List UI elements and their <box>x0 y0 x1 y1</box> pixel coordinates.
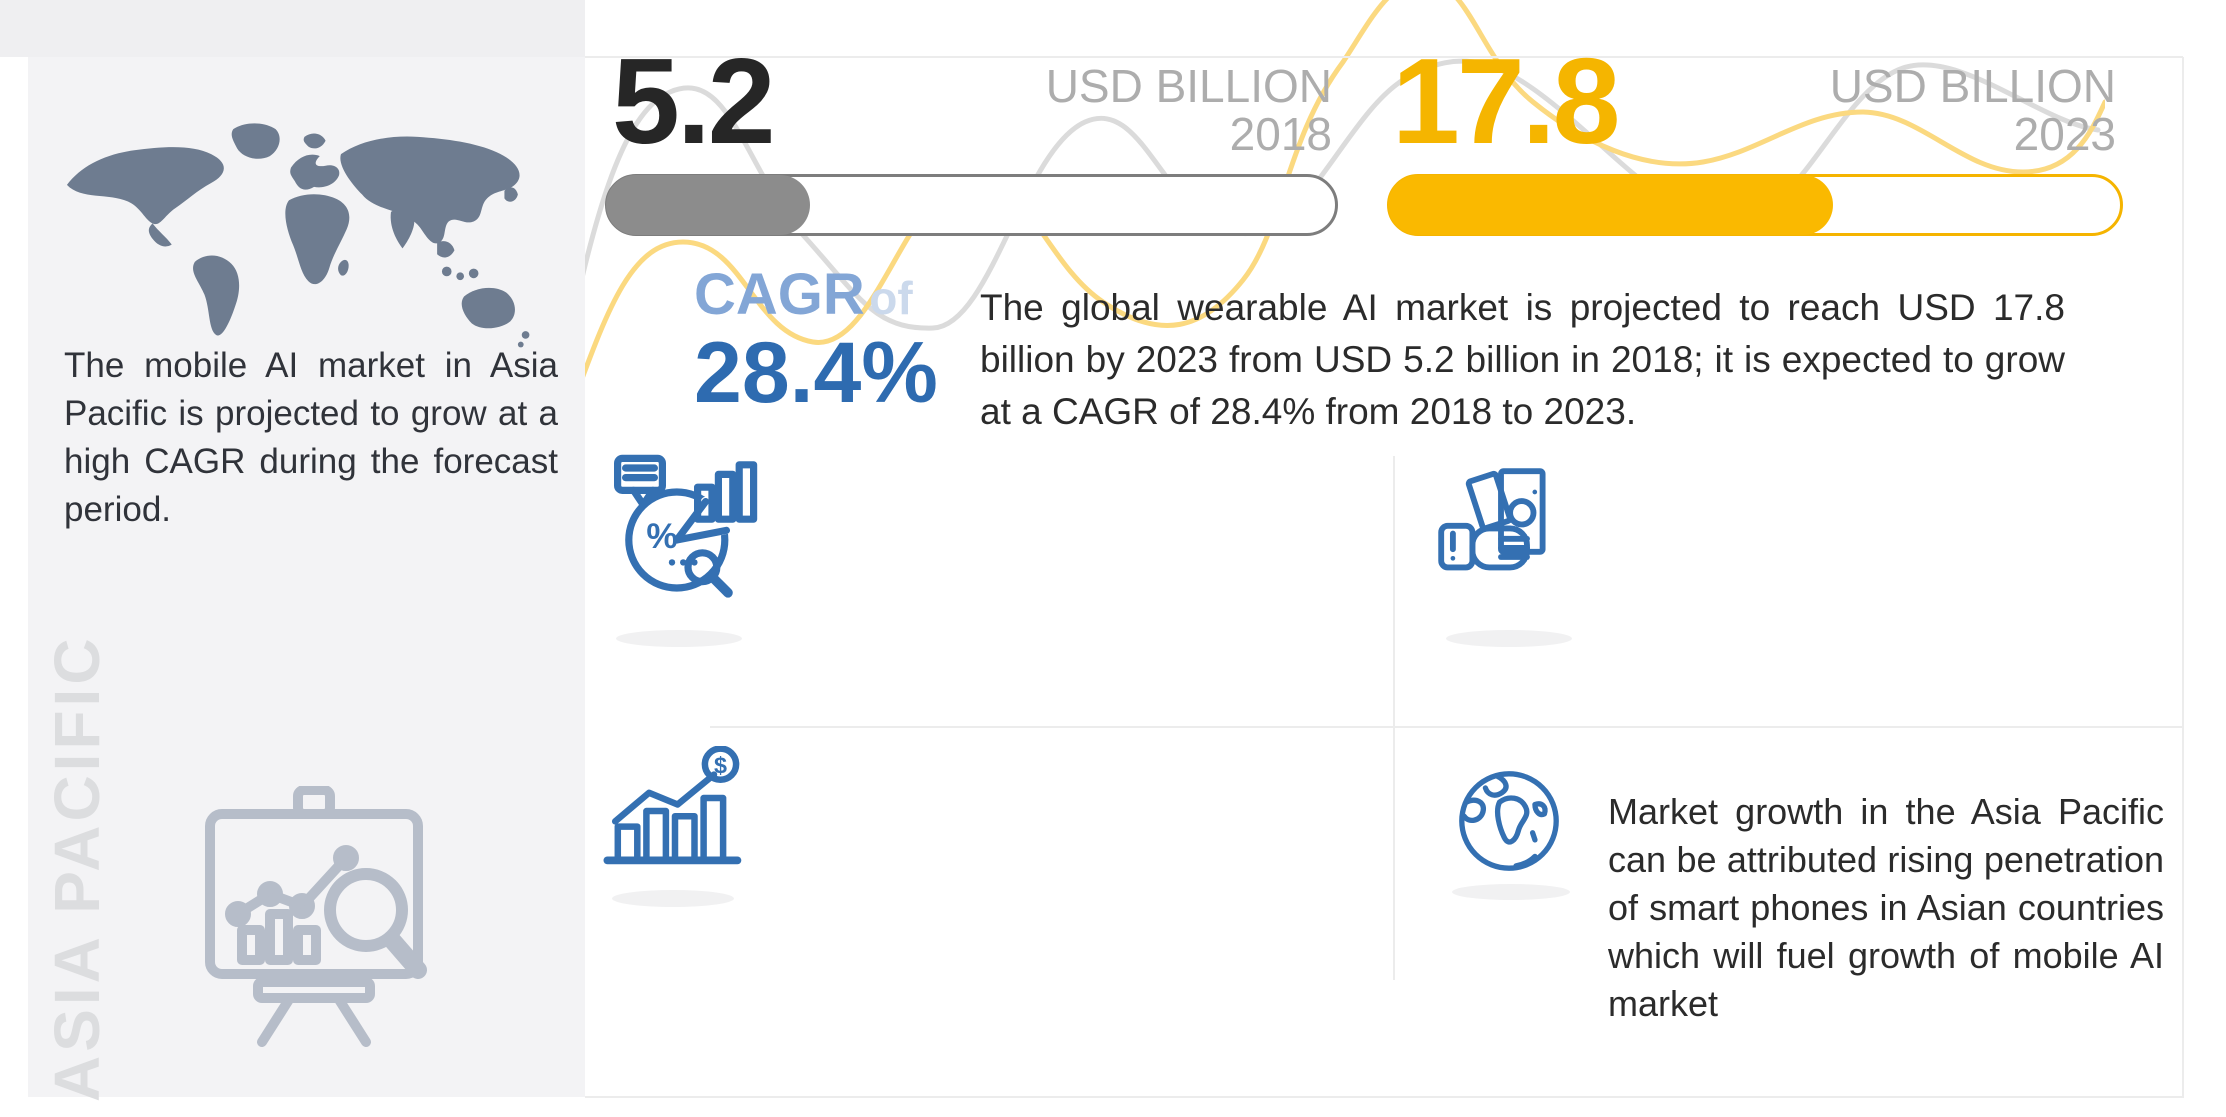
quadrant-divider-vertical <box>1393 456 1395 980</box>
globe-icon-shadow <box>1452 884 1570 900</box>
cagr-label: CAGR <box>694 262 865 327</box>
india <box>390 208 415 249</box>
percent-glyph: % <box>646 517 677 556</box>
mexico <box>148 223 172 247</box>
banknote-coin <box>1507 498 1537 528</box>
growth-bar-3 <box>671 812 698 864</box>
speech-bubble-tail <box>630 486 657 509</box>
banknote-back <box>1465 470 1513 532</box>
madagascar <box>338 259 349 276</box>
mini-bar-1 <box>694 483 716 523</box>
globe-land-africa <box>1494 795 1530 845</box>
stat-2018-progress-fill <box>606 175 810 235</box>
new-zealand-2 <box>517 341 524 348</box>
north-america <box>66 147 224 225</box>
market-summary-text: The global wearable AI market is project… <box>980 287 2065 432</box>
cagr-value: 28.4% <box>694 325 938 421</box>
magnifier-glass <box>324 868 408 952</box>
globe-circle <box>1459 771 1559 871</box>
asia-growth-note: Market growth in the Asia Pacific can be… <box>1608 791 2164 1024</box>
board-bar-2 <box>265 909 293 965</box>
stat-2018-progress-track <box>605 174 1338 236</box>
mini-bar-2 <box>714 470 737 523</box>
cagr-heading: CAGR of <box>694 266 913 324</box>
stat-2018-value: 5.2 <box>612 33 776 169</box>
board <box>205 809 423 979</box>
indonesia-3 <box>468 268 479 279</box>
right-border <box>2182 57 2184 1097</box>
greenland <box>231 123 280 159</box>
australia <box>461 287 515 329</box>
dollar-coin <box>701 746 740 784</box>
south-america <box>193 255 240 336</box>
indonesia-1 <box>441 266 452 277</box>
stat-2023-year: 2023 <box>2013 108 2116 160</box>
board-bar-3 <box>293 925 321 965</box>
search-handle <box>708 573 733 598</box>
growth-icon-shadow <box>612 890 734 907</box>
new-zealand-1 <box>521 331 530 339</box>
stat-2018-year: 2018 <box>1229 108 1332 160</box>
trend-line <box>611 771 718 825</box>
board-tray <box>253 977 375 1003</box>
money-icon-shadow <box>1446 630 1572 647</box>
globe-land-east <box>1532 801 1548 818</box>
stat-2023-progress-fill <box>1388 175 1834 235</box>
search-lens <box>684 549 721 586</box>
stat-2023-unit: USD BILLION <box>1829 60 2116 112</box>
growth-bar-4 <box>700 794 727 864</box>
cagr-connector: of <box>869 272 913 324</box>
quadrant-divider-horizontal <box>710 726 2183 728</box>
stat-2023-value: 17.8 <box>1392 33 1620 169</box>
bottom-border <box>585 1096 2184 1098</box>
region-label-vertical: ASIA PACIFIC <box>41 634 113 1102</box>
southeast-asia <box>437 241 455 258</box>
growth-bar-2 <box>643 807 670 864</box>
mini-bar-3 <box>735 461 758 523</box>
yellow-wave <box>554 0 2105 445</box>
globe-land-north <box>1482 773 1509 798</box>
growth-bar-1 <box>614 823 641 864</box>
world-map-graphic <box>66 123 530 348</box>
revenue-growth-icon: $ <box>603 746 742 865</box>
globe-land-west <box>1461 797 1487 824</box>
analysis-icon-shadow <box>616 630 742 647</box>
pie-circle <box>625 488 729 592</box>
stat-2023-labels: USD BILLION 2023 <box>1780 62 2116 158</box>
japan <box>504 187 518 202</box>
stat-2018-unit: USD BILLION <box>1045 60 1332 112</box>
globe-icon <box>1459 771 1559 871</box>
stat-2023-progress-track <box>1387 174 2123 236</box>
board-line-chart <box>233 853 351 919</box>
europe <box>290 154 340 190</box>
dollar-glyph: $ <box>714 752 727 778</box>
stat-2018-labels: USD BILLION 2018 <box>1000 62 1332 158</box>
panel-top-strip <box>0 0 585 57</box>
africa <box>285 194 350 285</box>
board-bar-1 <box>237 925 265 965</box>
globe-madagascar <box>1529 830 1538 843</box>
magnifier-handle <box>383 931 427 979</box>
scandinavia <box>303 133 326 149</box>
speech-bubble <box>614 454 666 494</box>
indonesia-2 <box>456 272 465 281</box>
market-analysis-icon: % <box>614 454 758 598</box>
panel-description: The mobile AI market in Asia Pacific is … <box>64 346 558 529</box>
board-leg-right <box>333 993 371 1047</box>
money-in-hand-icon <box>1438 468 1546 571</box>
banknote-front <box>1498 468 1546 555</box>
globe-land-south <box>1513 853 1538 869</box>
sleeve-cuff <box>1438 522 1476 571</box>
asia <box>340 136 520 244</box>
board-leg-left <box>257 993 295 1047</box>
presentation-board-icon <box>205 786 427 1047</box>
top-border <box>585 56 2183 58</box>
